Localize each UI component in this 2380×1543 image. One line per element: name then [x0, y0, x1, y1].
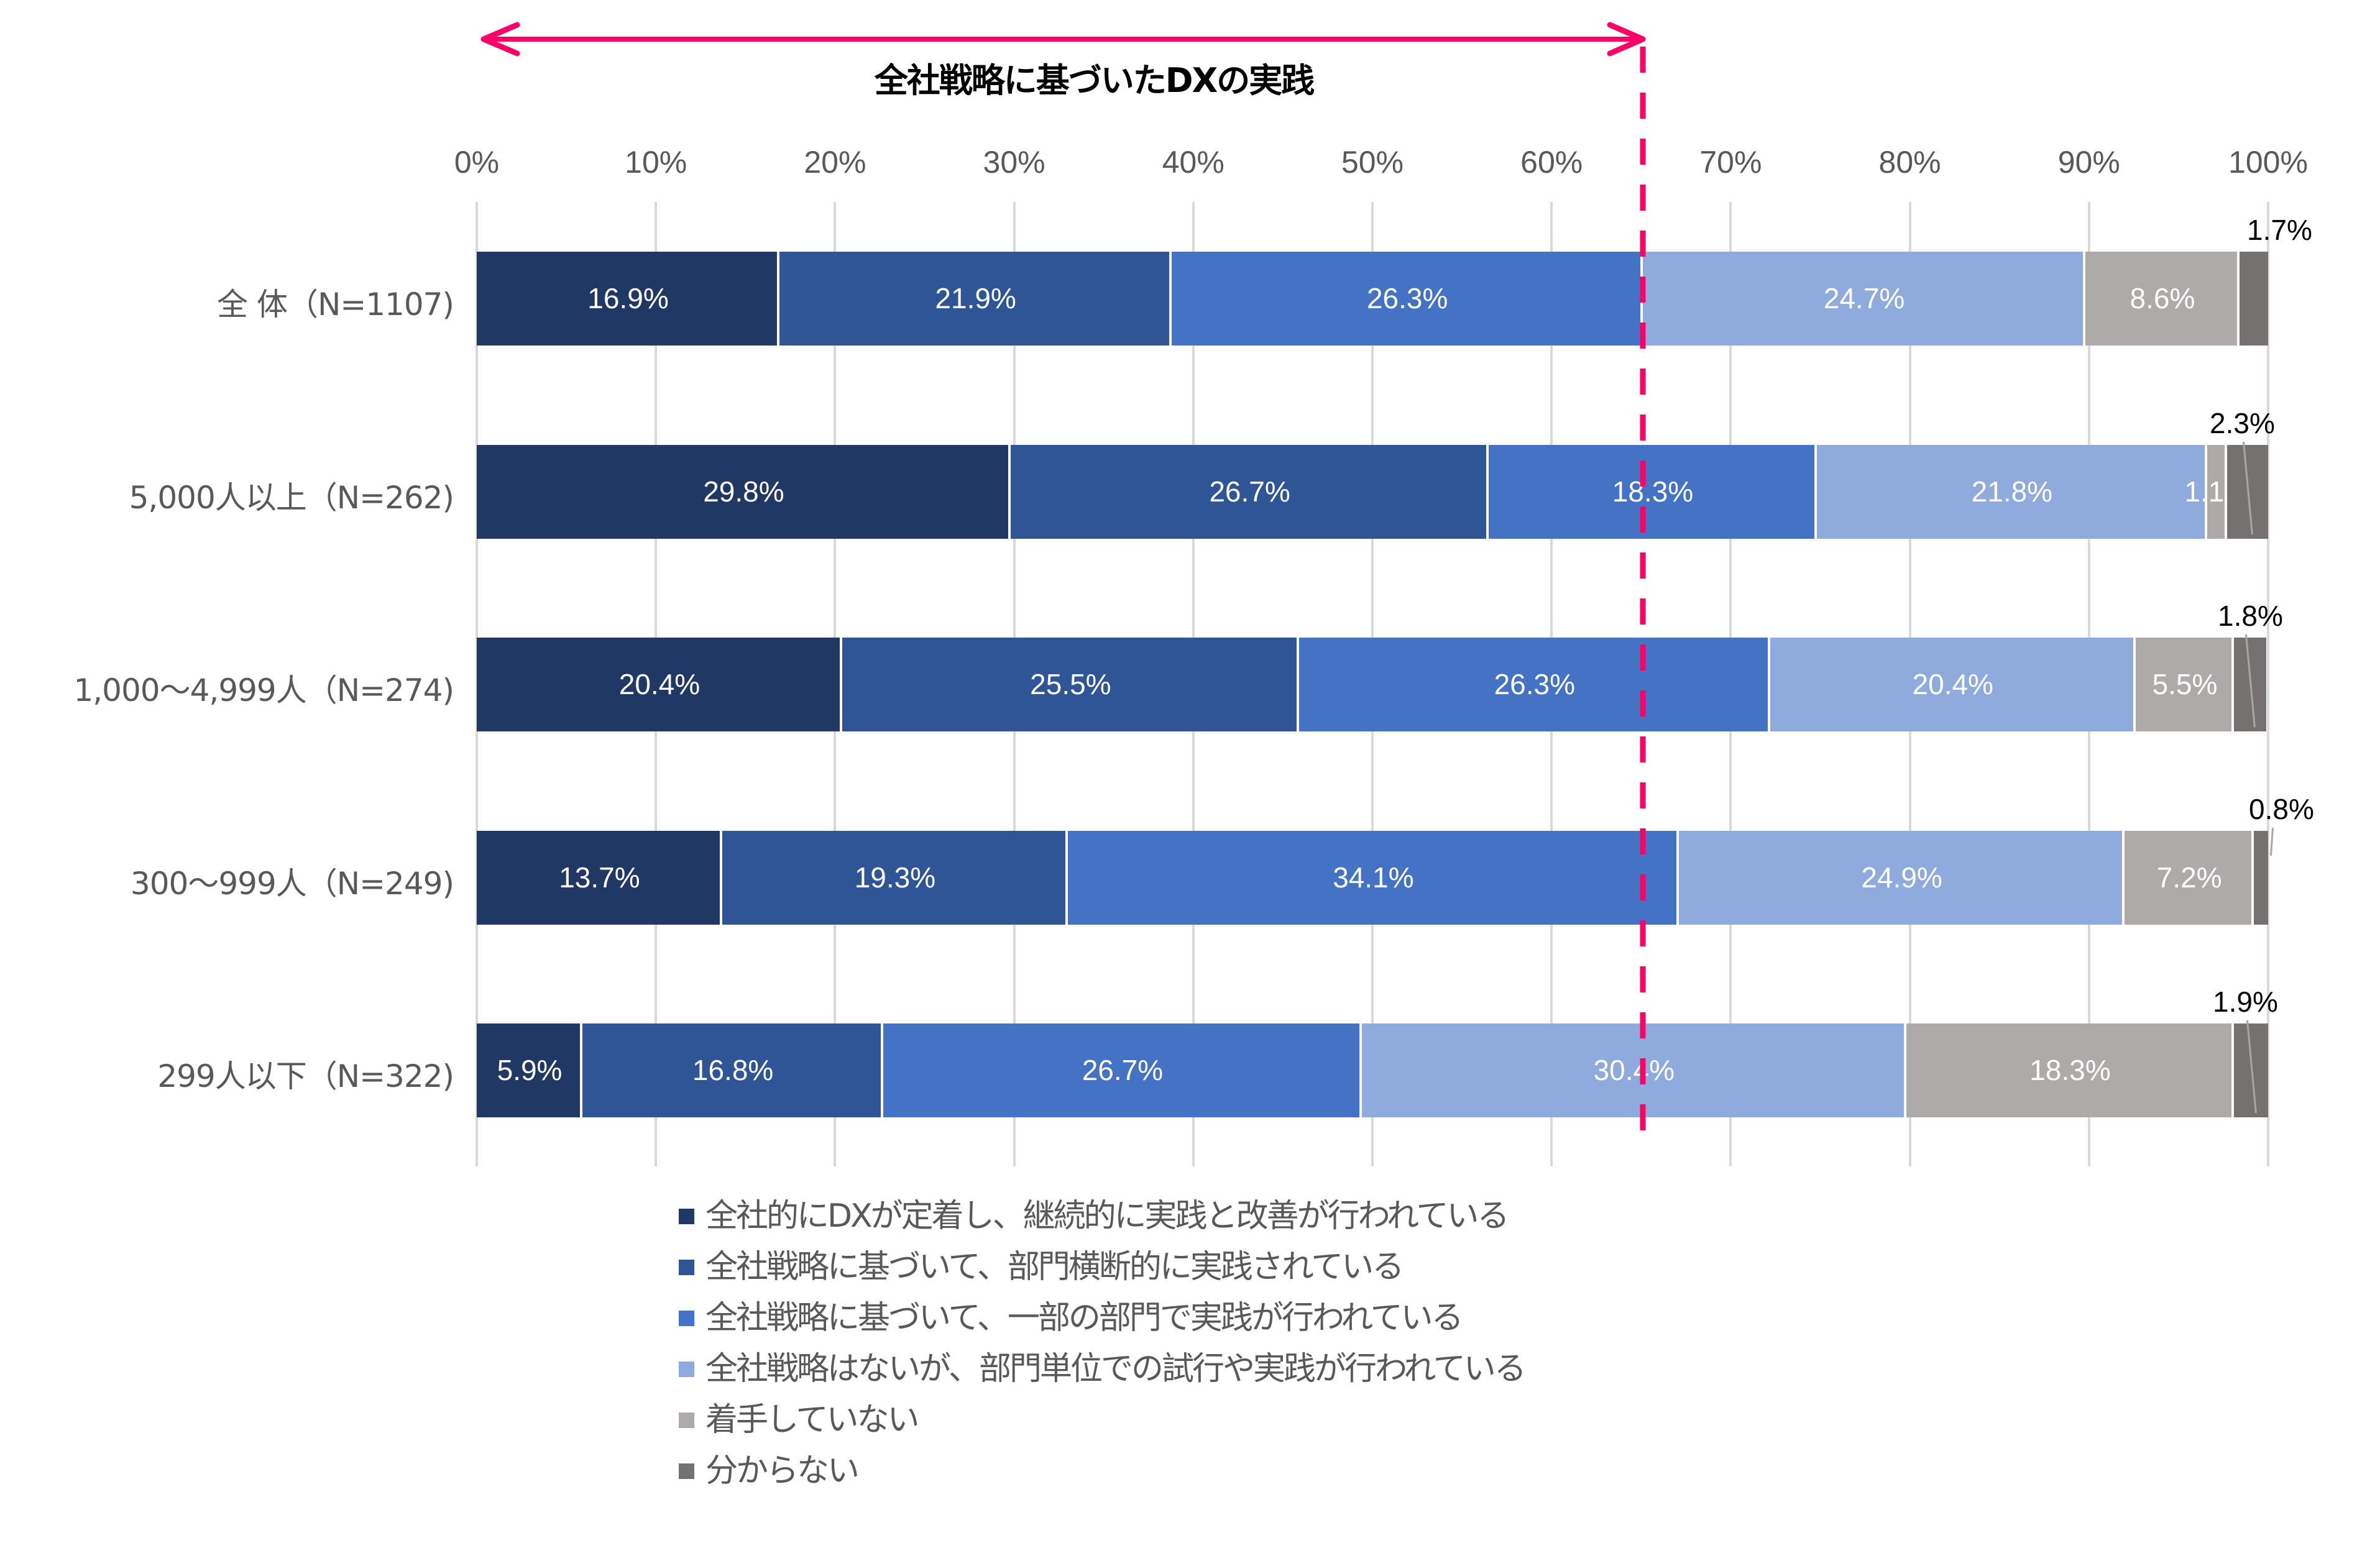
bar-segment: [1906, 1023, 2235, 1117]
bar-segment: [1068, 831, 1679, 925]
leader-line: [2270, 828, 2274, 856]
bar-value-label: 7.2%: [2156, 861, 2222, 894]
bar-segment: [477, 445, 1011, 539]
bar-segment: [842, 638, 1299, 731]
outside-value-label: 1.8%: [2218, 600, 2283, 632]
legend-label: 着手していない: [705, 1401, 919, 1439]
bar-value-label: 18.3%: [1612, 475, 1694, 508]
bar-segment: [1489, 445, 1817, 539]
bar-value-label: 29.8%: [703, 475, 784, 508]
legend-swatch-icon: [679, 1260, 694, 1275]
x-tick-label: 40%: [1162, 145, 1224, 180]
range-arrow-icon: [480, 22, 1646, 57]
bar-segment: [2125, 831, 2254, 925]
bar-segment: [2085, 252, 2240, 346]
bar-segment: [1172, 252, 1643, 346]
x-tick-label: 0%: [454, 145, 500, 180]
legend-swatch-icon: [679, 1362, 694, 1377]
legend-swatch-icon: [679, 1311, 694, 1326]
bar-segment: [1643, 252, 2086, 346]
bar-value-label: 25.5%: [1030, 668, 1111, 700]
legend-label: 全社的にDXが定着し、継続的に実践と改善が行われている: [705, 1197, 1510, 1235]
bar-segment: [477, 252, 780, 346]
x-tick-label: 80%: [1878, 145, 1941, 180]
category-label: 299人以下（N=322): [157, 1058, 454, 1094]
bar-segment: [2239, 252, 2268, 346]
legend-label: 分からない: [705, 1452, 860, 1490]
legend-swatch-icon: [679, 1463, 694, 1479]
legend-label: 全社戦略はないが、部門単位での試行や実践が行われている: [705, 1350, 1527, 1388]
bar-value-label: 8.6%: [2130, 282, 2195, 314]
category-label: 1,000～4,999人（N=274): [73, 672, 454, 708]
x-tick-label: 30%: [983, 145, 1045, 180]
outside-value-label: 1.9%: [2213, 986, 2278, 1018]
outside-value-label: 0.8%: [2249, 793, 2314, 825]
bar-segment: [779, 252, 1172, 346]
x-tick-label: 100%: [2228, 145, 2308, 180]
bar-segment: [2207, 445, 2227, 539]
bar-value-label: 13.7%: [559, 861, 640, 894]
x-tick-label: 10%: [625, 145, 687, 180]
x-tick-label: 60%: [1520, 145, 1583, 180]
bar-segment: [1678, 831, 2125, 925]
x-tick-label: 70%: [1699, 145, 1762, 180]
outside-value-label: 2.3%: [2210, 407, 2275, 439]
legend-label: 全社戦略に基づいて、一部の部門で実践が行われている: [705, 1299, 1464, 1337]
bar-value-label: 20.4%: [1912, 668, 1993, 700]
bar-value-label: 21.9%: [935, 282, 1016, 314]
bar-value-label: 20.4%: [618, 668, 701, 700]
category-label: 300～999人（N=249): [130, 866, 454, 902]
bar-value-label: 5.9%: [497, 1054, 563, 1086]
bar-segment: [477, 831, 722, 925]
bar-segment: [1298, 638, 1770, 731]
legend-swatch-icon: [679, 1413, 694, 1428]
gridline: [2267, 202, 2269, 1166]
bar-segment: [477, 1023, 583, 1117]
bar-segment: [1816, 445, 2207, 539]
bar-value-label: 26.7%: [1209, 475, 1290, 508]
bar-value-label: 26.3%: [1494, 668, 1576, 700]
bar-value-label: 19.3%: [854, 861, 936, 894]
bar-segment: [883, 1023, 1362, 1117]
x-tick-label: 50%: [1341, 145, 1404, 180]
annotation-title: 全社戦略に基づいたDXの実践: [874, 61, 1315, 100]
bar-segment: [1361, 1023, 1906, 1117]
bar-value-label: 21.8%: [1971, 475, 2053, 508]
bar-segment: [582, 1023, 884, 1117]
bar-value-label: 26.7%: [1082, 1054, 1164, 1086]
bar-segment: [1010, 445, 1489, 539]
bar-value-label: 18.3%: [2029, 1054, 2111, 1086]
bar-value-label: 24.9%: [1861, 861, 1942, 894]
bar-value-label: 16.9%: [587, 282, 669, 314]
legend-swatch-icon: [679, 1209, 694, 1224]
bar-value-label: 24.7%: [1823, 282, 1905, 314]
bar-value-label: 16.8%: [692, 1054, 774, 1086]
bar-segment: [2253, 831, 2268, 925]
category-label: 全 体（N=1107): [217, 286, 454, 323]
bar-segment: [477, 638, 842, 731]
bar-segment: [722, 831, 1068, 925]
x-tick-label: 20%: [804, 145, 866, 180]
legend-label: 全社戦略に基づいて、部門横断的に実践されている: [705, 1248, 1404, 1286]
bar-value-label: 34.1%: [1333, 861, 1414, 894]
bar-value-label: 5.5%: [2152, 668, 2218, 700]
outside-value-label: 1.7%: [2247, 214, 2312, 246]
category-label: 5,000人以上（N=262): [129, 480, 454, 516]
bar-segment: [1770, 638, 2136, 731]
bar-segment: [2135, 638, 2235, 731]
x-tick-label: 90%: [2057, 145, 2120, 180]
bar-value-label: 30.4%: [1593, 1054, 1675, 1086]
bar-value-label: 26.3%: [1366, 282, 1448, 314]
